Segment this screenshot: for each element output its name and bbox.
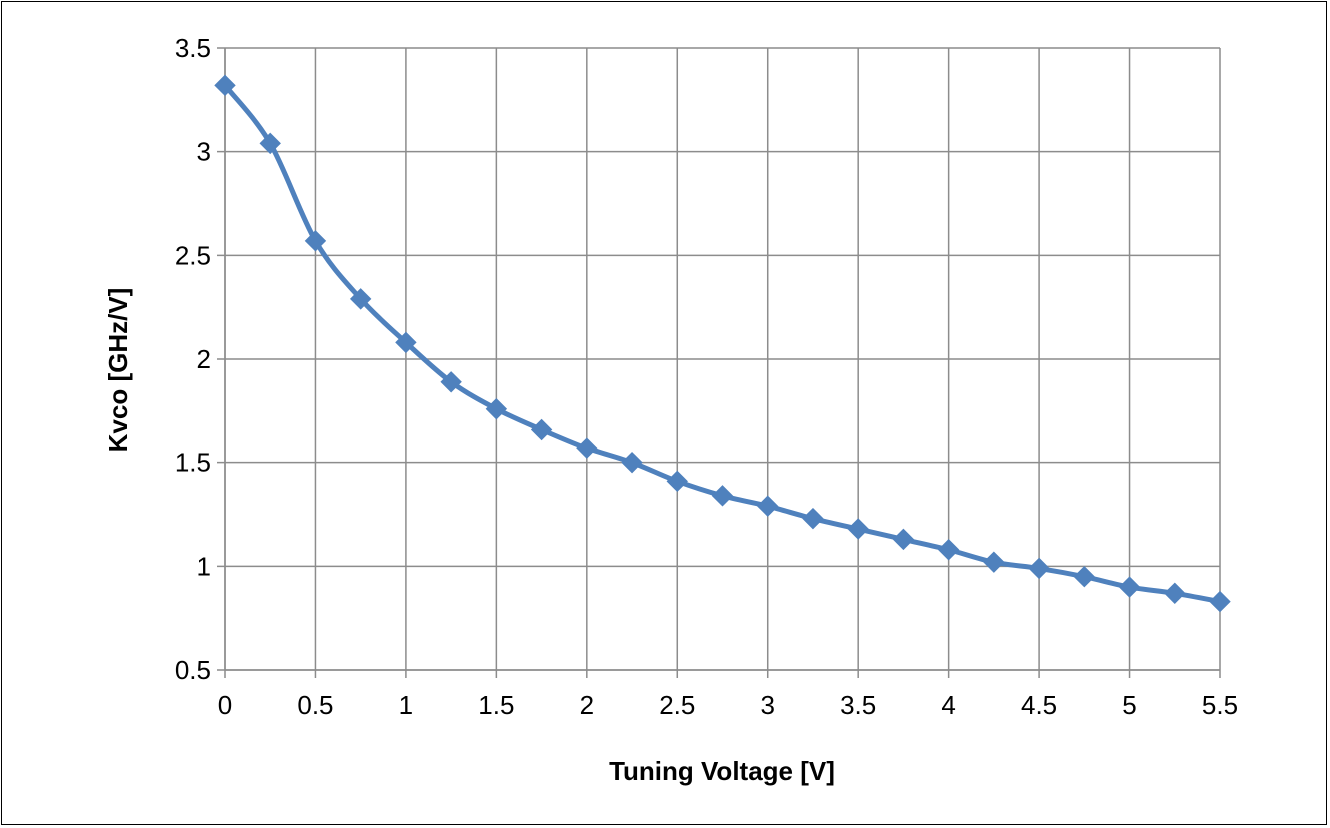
- data-point-marker: [847, 518, 869, 540]
- data-point-marker: [1209, 590, 1231, 613]
- data-point-marker: [485, 398, 508, 420]
- data-point-marker: [214, 74, 236, 97]
- x-tick-label: 3.5: [840, 690, 876, 720]
- data-point-marker: [621, 451, 643, 474]
- y-tick-label: 3.5: [175, 33, 211, 63]
- x-tick-label: 4: [941, 690, 955, 720]
- y-axis-title: Kvco [GHz/V]: [103, 288, 133, 453]
- data-point-marker: [304, 230, 327, 252]
- data-point-marker: [576, 437, 598, 459]
- x-tick-label: 5: [1122, 690, 1136, 720]
- x-tick-label: 4.5: [1021, 690, 1057, 720]
- y-tick-label: 3: [197, 137, 211, 167]
- data-point-marker: [983, 551, 1005, 573]
- y-axis-ticks: 0.5 1 1.5 2 2.5 3 3.5: [175, 33, 211, 685]
- y-tick-label: 0.5: [175, 655, 211, 685]
- x-tick-label: 2: [580, 690, 594, 720]
- x-tick-label: 5.5: [1202, 690, 1238, 720]
- data-point-marker: [892, 528, 915, 551]
- x-tick-label: 0.5: [297, 690, 333, 720]
- data-point-marker: [1028, 557, 1050, 580]
- data-point-marker: [666, 470, 688, 493]
- data-point-marker: [1073, 565, 1096, 588]
- data-point-marker: [349, 288, 372, 310]
- x-tick-label: 3: [760, 690, 774, 720]
- gridlines: [217, 47, 1221, 678]
- x-tick-label: 2.5: [659, 690, 695, 720]
- x-axis-title: Tuning Voltage [V]: [609, 756, 835, 786]
- x-tick-label: 1: [399, 690, 413, 720]
- data-point-marker: [757, 495, 779, 517]
- data-point-marker: [1164, 582, 1186, 604]
- x-tick-label: 0: [218, 690, 232, 720]
- data-point-marker: [937, 539, 960, 561]
- y-tick-label: 2.5: [175, 240, 211, 270]
- y-tick-label: 2: [197, 344, 211, 374]
- data-point-marker: [259, 132, 281, 155]
- y-tick-label: 1: [197, 551, 211, 581]
- data-point-marker: [711, 485, 734, 507]
- data-point-marker: [802, 507, 824, 530]
- data-point-marker: [530, 418, 553, 441]
- series-kvco: [214, 74, 1231, 613]
- data-point-marker: [395, 331, 417, 354]
- data-point-marker: [440, 371, 462, 393]
- x-tick-label: 1.5: [478, 690, 514, 720]
- x-axis-ticks: 0 0.5 1 1.5 2 2.5 3 3.5 4 4.5 5 5.5: [218, 690, 1238, 720]
- y-tick-label: 1.5: [175, 448, 211, 478]
- data-point-marker: [1118, 576, 1141, 598]
